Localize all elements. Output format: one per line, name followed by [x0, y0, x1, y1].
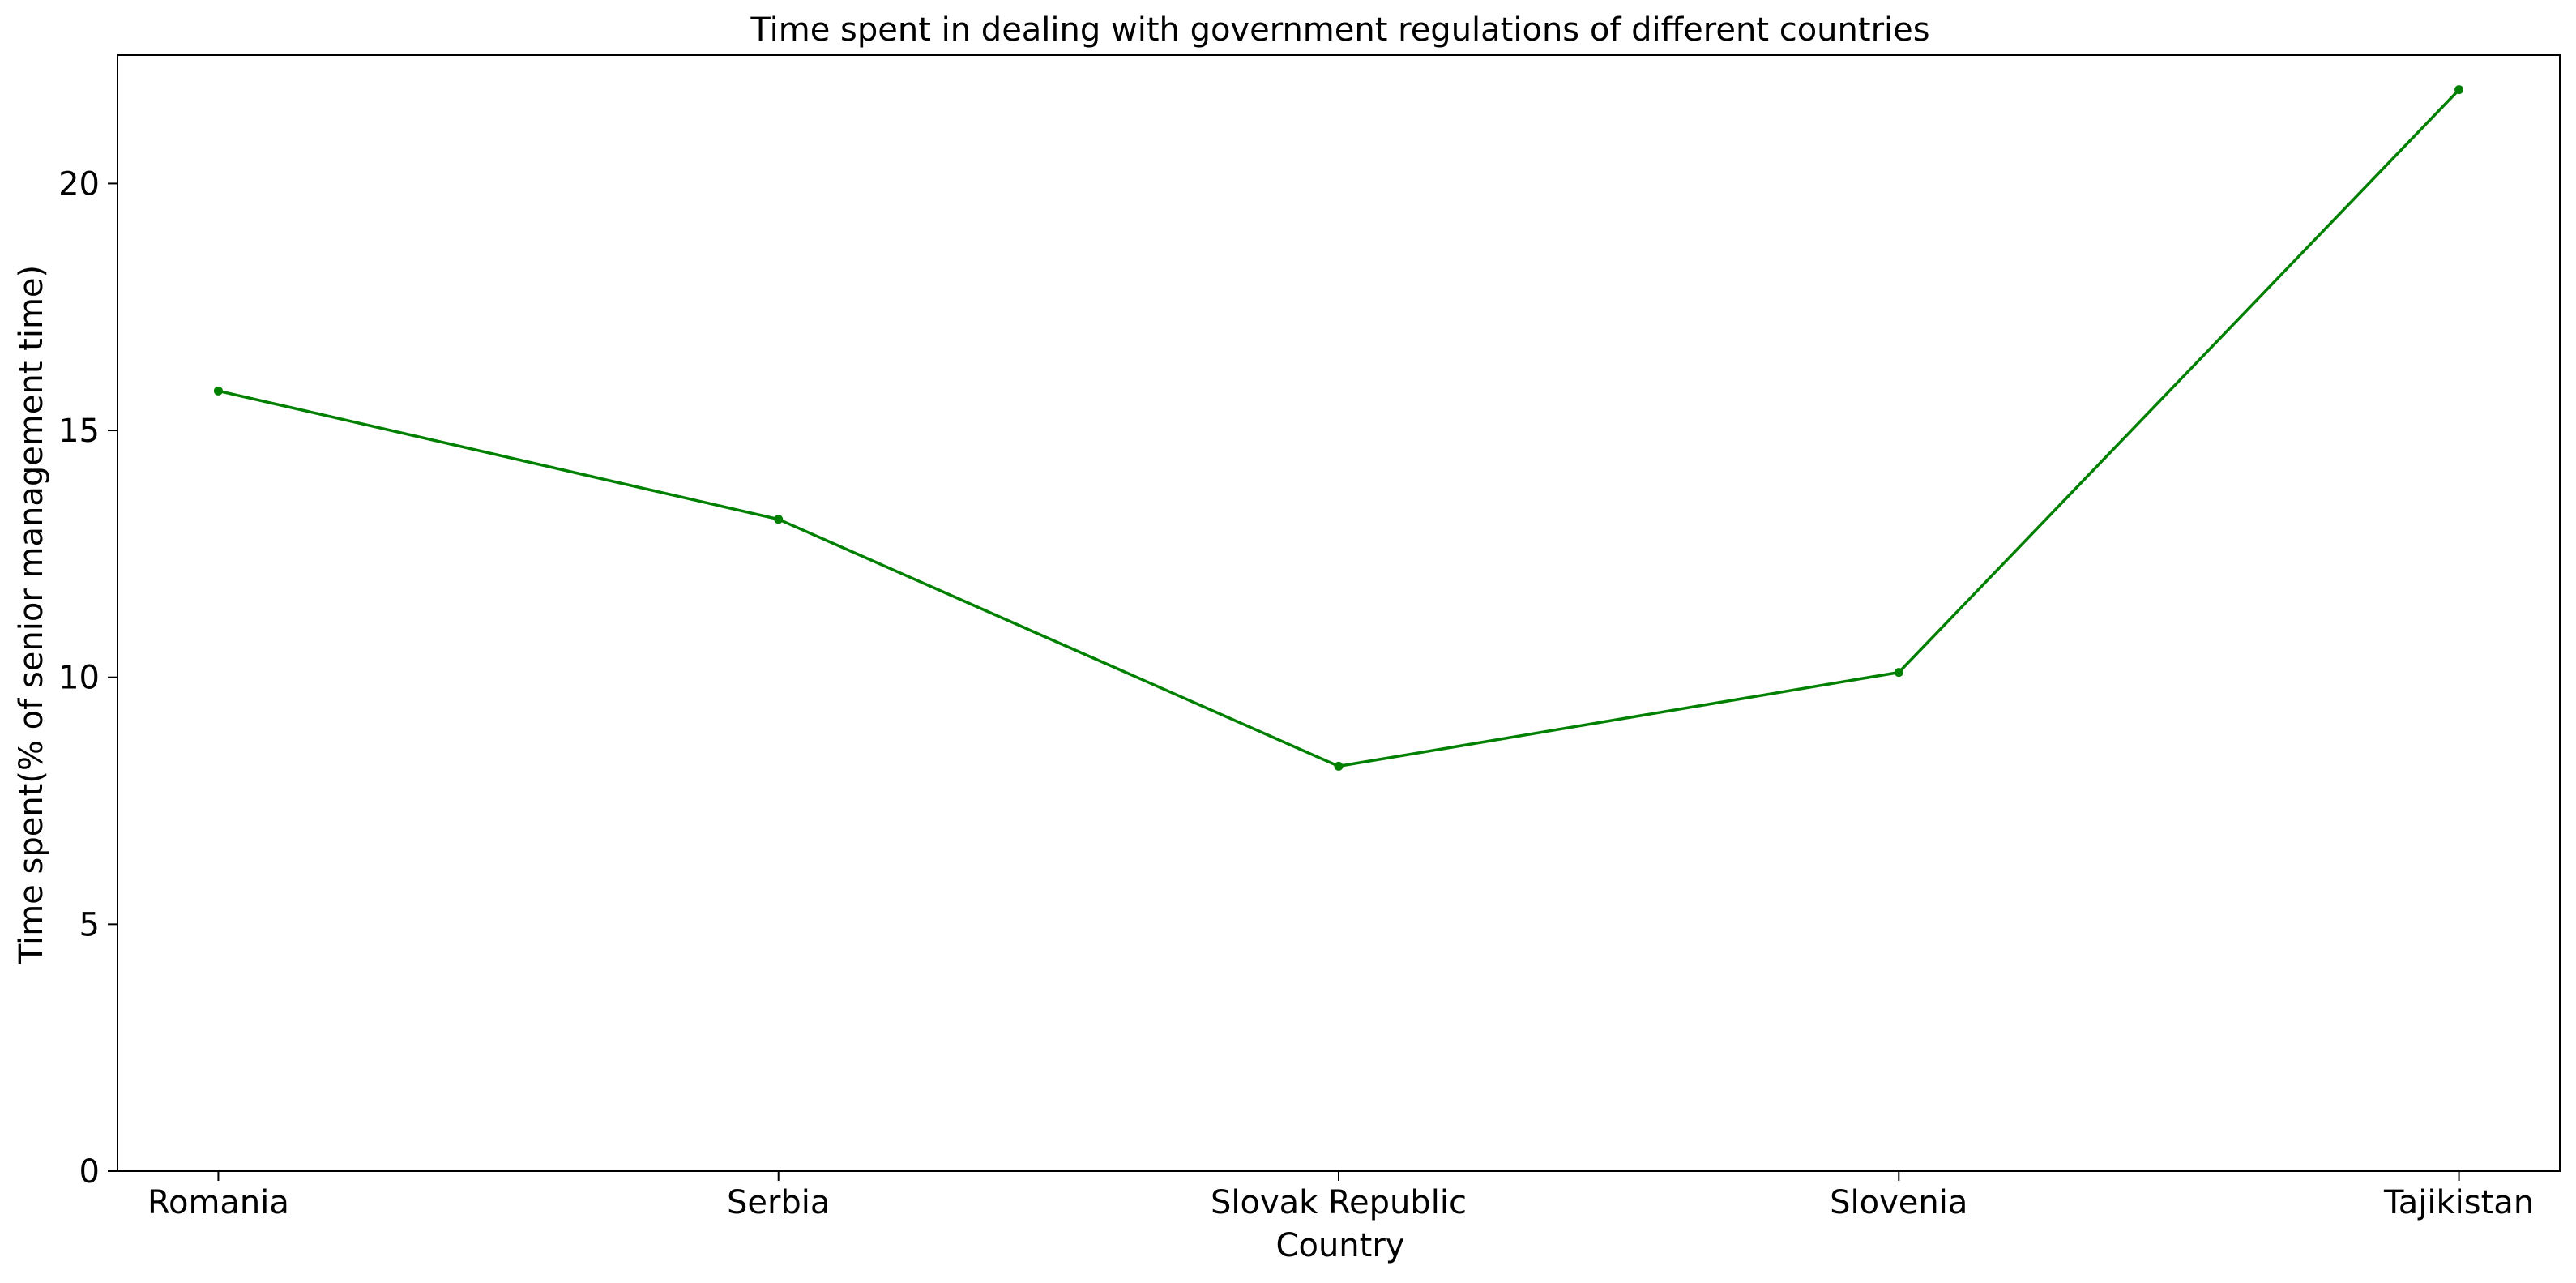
x-tick-label: Serbia	[727, 1184, 830, 1221]
x-tick-label: Slovenia	[1830, 1184, 1967, 1221]
x-axis-ticks: Romania Serbia Slovak Republic Slovenia Taji…	[147, 1171, 2534, 1221]
y-tick-label: 15	[58, 413, 100, 450]
y-tick-label: 0	[79, 1153, 100, 1191]
data-point	[213, 386, 223, 396]
x-tick-label: Slovak Republic	[1211, 1184, 1467, 1221]
x-tick-label: Romania	[147, 1184, 289, 1221]
y-axis-ticks: 0 5 10 15 20	[58, 165, 117, 1191]
y-tick-label: 20	[58, 165, 100, 203]
data-point	[774, 515, 784, 524]
data-point	[2454, 85, 2464, 95]
x-axis-label: Country	[1276, 1227, 1405, 1264]
x-tick-label: Tajikistan	[2383, 1184, 2534, 1221]
y-tick-label: 10	[58, 660, 100, 697]
data-point	[1894, 668, 1903, 678]
chart-title: Time spent in dealing with government re…	[750, 11, 1929, 49]
y-tick-label: 5	[79, 906, 100, 943]
data-point	[1334, 761, 1344, 771]
y-axis-label: Time spent(% of senior management time)	[13, 265, 50, 964]
series-group	[213, 85, 2464, 771]
